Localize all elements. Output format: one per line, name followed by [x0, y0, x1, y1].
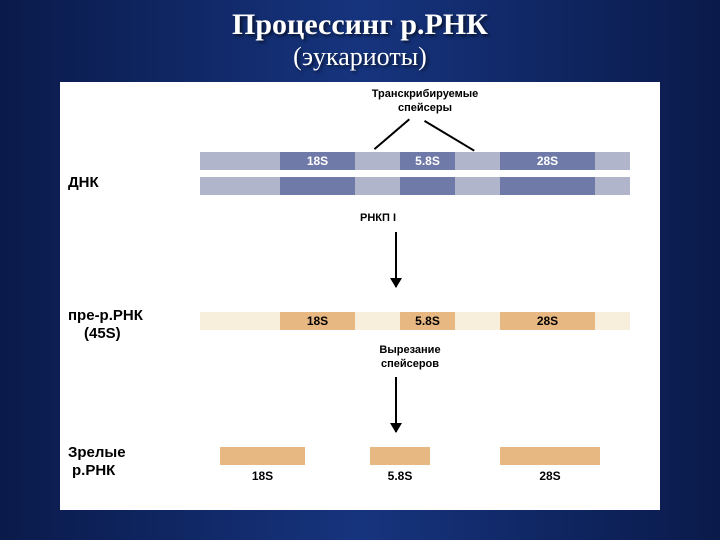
title-main: Процессинг р.РНК: [0, 8, 720, 42]
dna-segment-spacer: [200, 177, 280, 195]
dna-segment-spacer: [455, 177, 500, 195]
mature-segment-28s: [500, 447, 600, 465]
mature-seg-label-28s: 28S: [500, 469, 600, 483]
dna-segment-spacer: [355, 152, 400, 170]
dna-segment-spacer: [200, 152, 280, 170]
process-arrow: [395, 232, 397, 287]
annotation-excision: Вырезание: [350, 344, 470, 356]
dna-segment-5.8s: [400, 177, 455, 195]
dna-seg-label-5.8s: 5.8S: [400, 154, 455, 168]
connector-line: [374, 119, 410, 150]
title-area: Процессинг р.РНК (эукариоты): [0, 0, 720, 82]
annotation-excision-2: спейсеров: [350, 358, 470, 370]
annotation-transcribed-spacers: Транскрибируемые: [350, 88, 500, 100]
title-sub: (эукариоты): [0, 42, 720, 72]
mature-seg-label-5.8s: 5.8S: [370, 469, 430, 483]
pre-rrna-segment-spacer: [355, 312, 400, 330]
row-label-dna: ДНК: [68, 174, 99, 191]
mature-segment-5.8s: [370, 447, 430, 465]
pre-rrna-seg-label-28s: 28S: [500, 314, 595, 328]
dna-segment-spacer: [595, 177, 630, 195]
mature-seg-label-18s: 18S: [220, 469, 305, 483]
dna-segment-spacer: [355, 177, 400, 195]
diagram-panel: Транскрибируемые спейсеры РНКП I Вырезание с…: [60, 82, 660, 510]
pre-rrna-seg-label-18s: 18S: [280, 314, 355, 328]
dna-seg-label-18s: 18S: [280, 154, 355, 168]
dna-segment-spacer: [455, 152, 500, 170]
connector-line: [424, 120, 475, 151]
dna-seg-label-28s: 28S: [500, 154, 595, 168]
dna-segment-spacer: [595, 152, 630, 170]
annotation-rnkp: РНКП I: [360, 212, 396, 224]
row-label-mature: Зрелые: [68, 444, 126, 461]
dna-segment-28s: [500, 177, 595, 195]
pre-rrna-segment-spacer: [200, 312, 280, 330]
row-label-mature-2: р.РНК: [72, 462, 115, 479]
dna-segment-18s: [280, 177, 355, 195]
pre-rrna-segment-spacer: [455, 312, 500, 330]
mature-segment-18s: [220, 447, 305, 465]
pre-rrna-segment-spacer: [595, 312, 630, 330]
row-label-pre-rrna: пре-р.РНК: [68, 307, 143, 324]
row-label-pre-rrna-2: (45S): [84, 325, 121, 342]
annotation-transcribed-spacers-2: спейсеры: [350, 102, 500, 114]
slide: Процессинг р.РНК (эукариоты) Транскрибир…: [0, 0, 720, 540]
pre-rrna-seg-label-5.8s: 5.8S: [400, 314, 455, 328]
process-arrow: [395, 377, 397, 432]
